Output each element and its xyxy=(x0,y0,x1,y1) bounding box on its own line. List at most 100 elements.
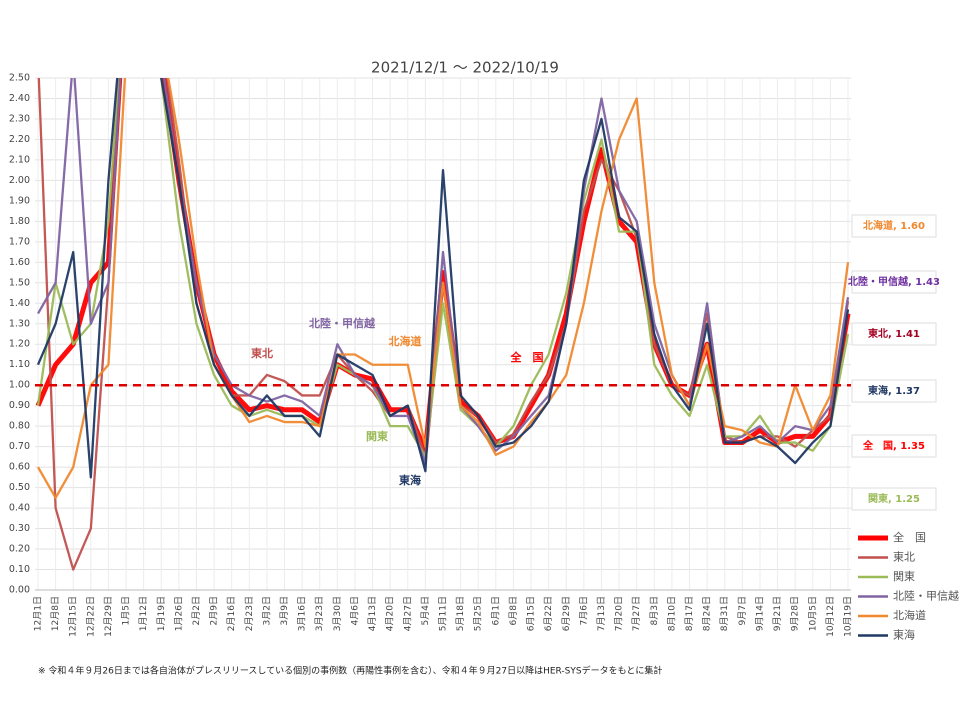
y-tick-label: 1.60 xyxy=(9,257,30,268)
x-tick-label: 7月20日 xyxy=(614,596,625,631)
x-tick-label: 8月17日 xyxy=(684,596,695,631)
end-label-box xyxy=(851,434,937,458)
x-tick-label: 9月28日 xyxy=(790,596,801,631)
x-tick-label: 2月2日 xyxy=(191,596,202,625)
x-tick-label: 1月19日 xyxy=(156,596,167,631)
y-tick-label: 0.00 xyxy=(9,585,30,596)
x-tick-label: 8月31日 xyxy=(719,596,730,631)
x-tick-label: 12月22日 xyxy=(85,596,96,637)
x-tick-label: 8月10日 xyxy=(666,596,677,631)
x-tick-label: 4月13日 xyxy=(367,596,378,631)
x-tick-label: 8月3日 xyxy=(649,596,660,625)
x-tick-label: 3月23日 xyxy=(314,596,325,631)
end-label-box xyxy=(851,379,937,403)
y-tick-label: 1.30 xyxy=(9,318,30,329)
x-tick-label: 5月18日 xyxy=(455,596,466,631)
legend-label: 北海道 xyxy=(893,608,926,622)
y-tick-label: 2.40 xyxy=(9,93,30,104)
x-tick-label: 10月12日 xyxy=(825,596,836,637)
x-tick-label: 4月27日 xyxy=(402,596,413,631)
end-label-box xyxy=(851,214,937,238)
legend-label: 全 国 xyxy=(893,530,926,544)
series-line xyxy=(36,78,850,459)
x-tick-label: 2月23日 xyxy=(244,596,255,631)
end-label: 全 国, 1.35 xyxy=(862,439,925,452)
x-tick-label: 10月5日 xyxy=(807,596,818,631)
y-tick-label: 0.30 xyxy=(9,523,30,534)
y-tick-label: 0.60 xyxy=(9,462,30,473)
x-tick-label: 7月27日 xyxy=(631,596,642,631)
end-label: 北海道, 1.60 xyxy=(863,219,925,232)
x-tick-label: 5月11日 xyxy=(438,596,449,631)
y-tick-label: 0.10 xyxy=(9,564,30,575)
y-tick-label: 1.70 xyxy=(9,236,30,247)
x-tick-label: 12月29日 xyxy=(103,596,114,637)
plot-lines xyxy=(35,78,851,571)
x-tick-label: 7月6日 xyxy=(578,596,589,625)
legend-label: 東海 xyxy=(893,628,915,642)
x-tick-label: 6月22日 xyxy=(543,596,554,631)
end-label-box xyxy=(851,322,937,346)
x-tick-label: 12月15日 xyxy=(68,596,79,637)
y-tick-label: 2.20 xyxy=(9,134,30,145)
end-label: 北陸・甲信越, 1.43 xyxy=(848,275,940,288)
legend-label: 関東 xyxy=(893,570,915,583)
chart-title: 2021/12/1 〜 2022/10/19 xyxy=(371,59,559,77)
x-tick-label: 1月26日 xyxy=(173,596,184,631)
x-tick-label: 1月5日 xyxy=(121,596,132,625)
legend-label: 東北 xyxy=(893,551,915,564)
x-tick-label: 1月12日 xyxy=(138,596,149,631)
y-tick-label: 1.80 xyxy=(9,216,30,227)
y-tick-label: 0.90 xyxy=(9,400,30,411)
x-tick-label: 12月1日 xyxy=(33,596,44,631)
x-tick-label: 6月1日 xyxy=(490,596,501,625)
y-tick-label: 0.50 xyxy=(9,482,30,493)
x-tick-label: 9月14日 xyxy=(754,596,765,631)
x-tick-label: 3月2日 xyxy=(261,596,272,625)
x-tick-label: 12月8日 xyxy=(50,596,61,631)
y-tick-label: 1.50 xyxy=(9,277,30,288)
annotation: 北海道 xyxy=(389,334,422,348)
end-label-box xyxy=(851,270,937,294)
x-tick-label: 4月20日 xyxy=(385,596,396,631)
series-line xyxy=(37,78,850,499)
y-tick-label: 1.90 xyxy=(9,195,30,206)
x-tick-label: 5月4日 xyxy=(420,596,431,625)
annotation: 北陸・甲信越 xyxy=(309,316,376,330)
annotation: 東北 xyxy=(251,346,273,360)
end-label-box xyxy=(851,487,937,511)
annotation: 東海 xyxy=(399,473,421,487)
x-tick-label: 6月15日 xyxy=(526,596,537,631)
x-tick-label: 9月7日 xyxy=(737,596,748,625)
y-tick-label: 0.70 xyxy=(9,441,30,452)
y-tick-label: 2.00 xyxy=(9,175,30,186)
x-tick-label: 10月19日 xyxy=(843,596,854,637)
end-label: 東海, 1.37 xyxy=(868,384,920,397)
y-tick-label: 2.30 xyxy=(9,113,30,124)
x-tick-label: 3月30日 xyxy=(332,596,343,631)
x-tick-label: 9月21日 xyxy=(772,596,783,631)
x-tick-label: 7月13日 xyxy=(596,596,607,631)
x-tick-label: 6月29日 xyxy=(561,596,572,631)
end-label: 関東, 1.25 xyxy=(868,492,920,505)
x-tick-label: 8月24日 xyxy=(702,596,713,631)
y-tick-label: 2.50 xyxy=(9,73,30,84)
end-label: 東北, 1.41 xyxy=(868,327,920,340)
y-tick-label: 1.20 xyxy=(9,339,30,350)
x-tick-label: 6月8日 xyxy=(508,596,519,625)
y-tick-label: 1.10 xyxy=(9,359,30,370)
x-tick-label: 3月9日 xyxy=(279,596,290,625)
y-tick-label: 2.10 xyxy=(9,154,30,165)
series-line xyxy=(36,78,850,479)
series-line xyxy=(37,78,850,465)
y-tick-label: 0.20 xyxy=(9,544,30,555)
annotation: 全 国 xyxy=(510,350,544,364)
x-tick-label: 2月9日 xyxy=(209,596,220,625)
annotation: 関東 xyxy=(366,429,389,443)
x-tick-label: 2月16日 xyxy=(226,596,237,631)
y-tick-label: 0.80 xyxy=(9,421,30,432)
x-tick-label: 5月25日 xyxy=(473,596,484,631)
x-tick-label: 3月16日 xyxy=(297,596,308,631)
